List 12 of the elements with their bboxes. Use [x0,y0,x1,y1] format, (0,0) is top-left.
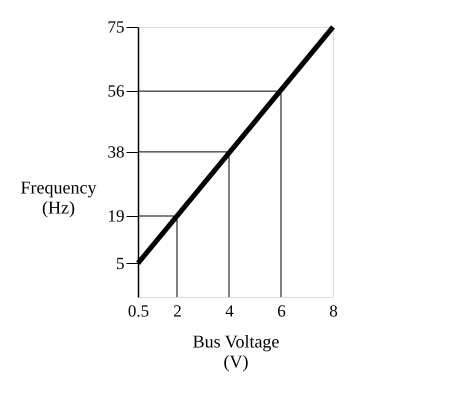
x-tick-label: 0.5 [128,302,150,320]
x-tick-label: 4 [225,302,234,320]
y-axis-title: Frequency (Hz) [20,178,96,218]
y-tick-label: 56 [108,82,124,101]
y-tick-label: 75 [108,18,124,36]
x-tick-label: 6 [277,302,286,320]
x-tick-label: 2 [173,302,182,320]
x-axis-title: Bus Voltage (V) [192,332,280,372]
y-tick-label: 19 [108,206,124,226]
y-tick-label: 38 [108,142,124,162]
x-tick-label: 8 [329,302,338,320]
y-tick-label: 5 [116,254,124,273]
